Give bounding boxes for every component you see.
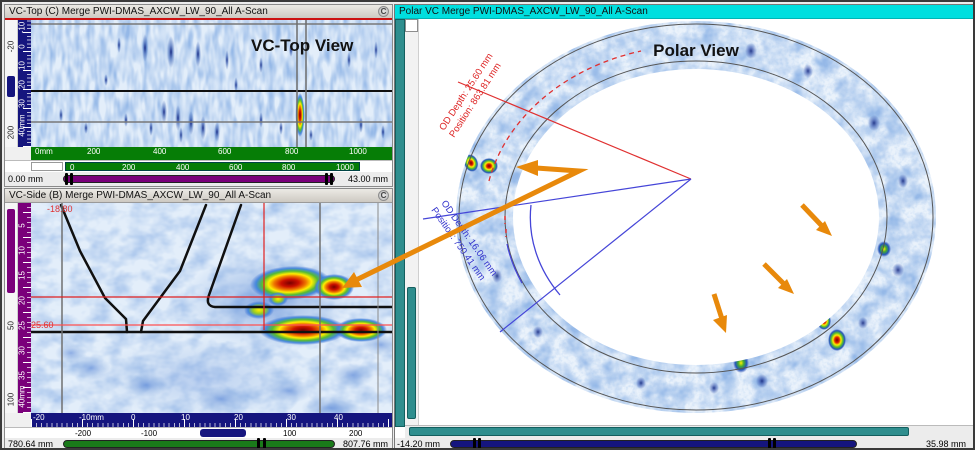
scroll-thumb[interactable]: 0 200 400 600 800 1000 xyxy=(65,162,360,172)
flaw-blob-top xyxy=(250,265,330,301)
vc-top-panel: VC-Top (C) Merge PWI-DMAS_AXCW_LW_90_All… xyxy=(4,4,393,187)
vscroll-thumb[interactable] xyxy=(7,209,15,293)
vc-top-hruler: 0mm 200 400 600 800 1000 xyxy=(31,147,392,160)
polar-view-label: Polar View xyxy=(653,41,739,60)
vc-side-bscan-image[interactable] xyxy=(31,203,392,414)
cursor-depth-readout-mid: 25.60 xyxy=(31,320,54,330)
vc-side-hscrollbar[interactable]: -200 -100 100 200 xyxy=(5,427,392,438)
vc-side-vruler: 5 10 15 20 25 30 35 40mm xyxy=(18,203,31,413)
vc-top-cscan-image[interactable] xyxy=(31,20,392,147)
slider-grip[interactable] xyxy=(65,173,68,185)
range-max: 35.98 mm xyxy=(925,439,966,449)
cursor-depth-readout-top: -18.80 xyxy=(47,204,73,214)
slider-grip[interactable] xyxy=(330,173,333,185)
scroll-thumb[interactable] xyxy=(409,427,909,436)
range-max: 807.76 mm xyxy=(342,439,388,449)
vc-top-range-row: 0.00 mm 43.00 mm xyxy=(5,172,392,186)
vc-top-titlebar[interactable]: VC-Top (C) Merge PWI-DMAS_AXCW_LW_90_All… xyxy=(5,5,392,20)
ruler-corner xyxy=(5,147,31,160)
pipe-weld-band xyxy=(419,19,973,426)
polar-range-row: -14.20 mm 35.98 mm xyxy=(395,438,973,449)
range-min: -14.20 mm xyxy=(397,439,441,449)
bscan-flaw-indications xyxy=(244,265,387,345)
range-slider[interactable] xyxy=(63,440,335,448)
slider-grip[interactable] xyxy=(768,438,771,448)
flaw-blob-id xyxy=(259,315,347,345)
polar-flaw-4 xyxy=(817,312,831,330)
weld-bevel-overlay xyxy=(31,203,392,334)
range-slider[interactable] xyxy=(450,440,857,448)
hscroll-label: -200 xyxy=(75,429,92,438)
vc-side-titlebar[interactable]: VC-Side (B) Merge PWI-DMAS_AXCW_LW_90_Al… xyxy=(5,189,392,203)
vc-top-vscrollbar[interactable]: -20 200 xyxy=(5,20,18,147)
vscroll-label: -20 xyxy=(6,40,16,53)
polar-title: Polar VC Merge PWI-DMAS_AXCW_LW_90_All A… xyxy=(399,6,648,17)
slider-grip[interactable] xyxy=(773,438,776,448)
vc-side-title: VC-Side (B) Merge PWI-DMAS_AXCW_LW_90_Al… xyxy=(9,190,272,201)
range-min: 0.00 mm xyxy=(8,174,44,184)
polar-panel: Polar VC Merge PWI-DMAS_AXCW_LW_90_All A… xyxy=(394,4,973,449)
slider-grip[interactable] xyxy=(257,438,260,448)
range-min: 780.64 mm xyxy=(8,439,54,449)
slider-grip[interactable] xyxy=(473,438,476,448)
hscroll-label: -100 xyxy=(141,429,158,438)
slider-grip[interactable] xyxy=(325,173,328,185)
range-max: 43.00 mm xyxy=(347,174,388,184)
vc-top-hscrollbar[interactable]: 0 200 400 600 800 1000 xyxy=(5,160,392,172)
slider-grip[interactable] xyxy=(70,173,73,185)
vscroll-label: 200 xyxy=(6,125,16,140)
polar-flaw-2 xyxy=(480,158,498,174)
panel-splitter[interactable] xyxy=(395,19,405,427)
c-icon[interactable]: C xyxy=(378,6,389,17)
ruler-corner xyxy=(5,413,31,427)
hscroll-label: 200 xyxy=(349,429,363,438)
red-measurement-cursor[interactable] xyxy=(457,50,692,182)
vscroll-thumb[interactable] xyxy=(7,76,15,97)
polar-view-image[interactable]: OD Depth: 25.60 mm Position: 863.81 mm O… xyxy=(419,19,973,426)
vc-top-vruler: -10 0 10 20 30 40mm xyxy=(18,20,31,147)
c-icon[interactable]: C xyxy=(378,190,389,201)
vc-side-panel: VC-Side (B) Merge PWI-DMAS_AXCW_LW_90_Al… xyxy=(4,188,393,449)
scroll-corner-box[interactable] xyxy=(405,19,418,32)
polar-titlebar[interactable]: Polar VC Merge PWI-DMAS_AXCW_LW_90_All A… xyxy=(395,5,973,19)
vc-top-view-label: VC-Top View xyxy=(251,36,354,55)
slider-grip[interactable] xyxy=(263,438,266,448)
vc-side-vscrollbar[interactable]: 0 50 100 xyxy=(5,203,18,413)
polar-flaw-5 xyxy=(828,329,846,351)
polar-flaw-6 xyxy=(877,241,891,257)
vc-top-title: VC-Top (C) Merge PWI-DMAS_AXCW_LW_90_All… xyxy=(9,6,268,17)
scroll-box[interactable] xyxy=(31,162,63,171)
vc-side-range-row: 780.64 mm 807.76 mm xyxy=(5,438,392,449)
polar-vscrollbar[interactable] xyxy=(405,19,419,427)
flaw-blob-left xyxy=(244,301,274,319)
range-slider[interactable] xyxy=(63,175,335,183)
vc-side-hruler: -20 -10mm 0 10 20 30 40 xyxy=(31,413,392,427)
vscroll-thumb[interactable] xyxy=(407,287,416,419)
slider-grip[interactable] xyxy=(478,438,481,448)
hscroll-label: 100 xyxy=(283,429,297,438)
scroll-thumb[interactable] xyxy=(200,429,246,437)
polar-hscrollbar[interactable] xyxy=(405,425,973,438)
